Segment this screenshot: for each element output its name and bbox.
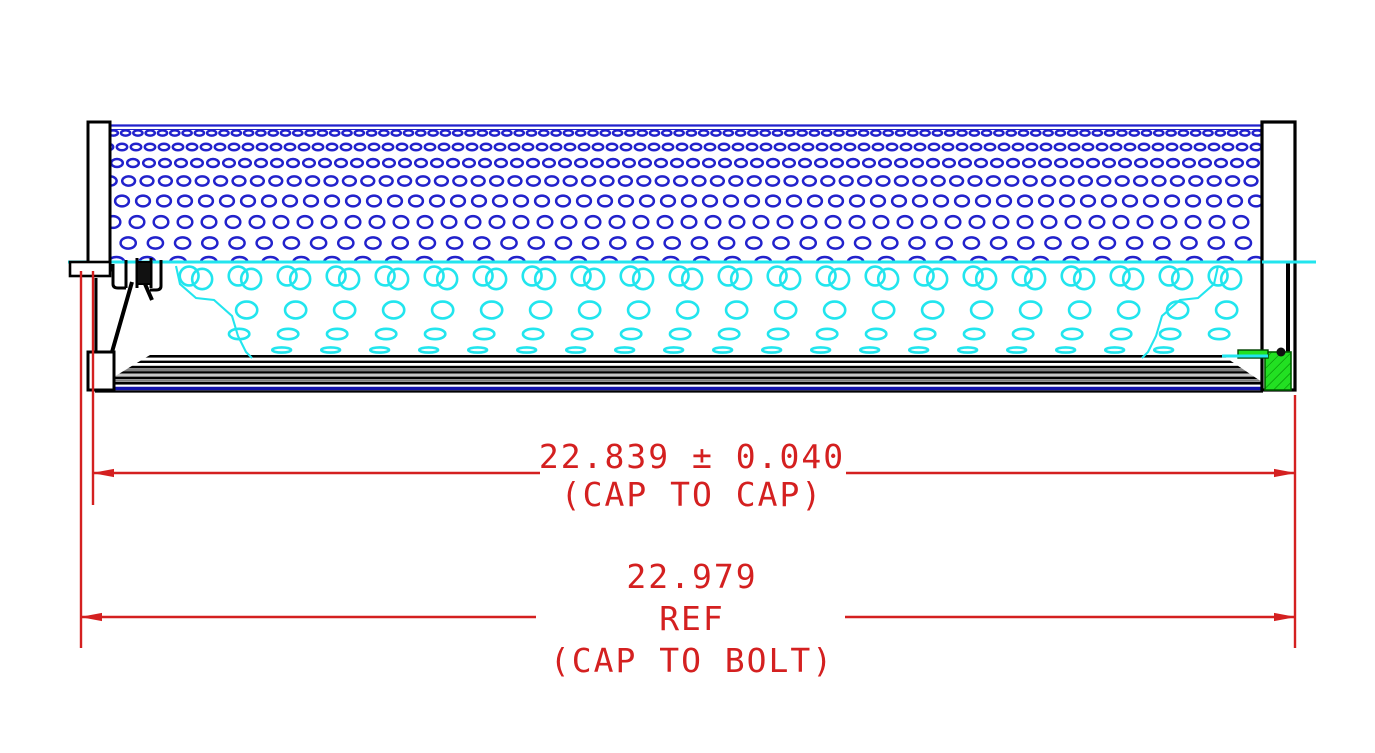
pleat-layer [112,358,1262,361]
dim2-value: 22.979 [626,557,757,596]
extension-lines [79,271,1297,648]
core-taper-outline [174,265,1220,359]
dimension-cap-to-cap: 22.839 ± 0.040 (CAP TO CAP) [92,437,1296,514]
end-cap-right [1260,120,1316,392]
gasket-seal [1237,347,1292,391]
pleat-layer [112,376,1262,379]
pleat-layer [112,355,1262,358]
dim1-note: (CAP TO CAP) [561,475,823,514]
pleat-layer [112,360,1262,363]
pleat-pack [95,355,1263,393]
dim1-value: 22.839 ± 0.040 [539,437,845,476]
outer-mesh-perforations [95,129,1262,263]
dim2-note: (CAP TO BOLT) [550,641,834,680]
dimension-annotations: 22.839 ± 0.040 (CAP TO CAP) 22.979 REF (… [79,271,1297,680]
pleat-layer [112,368,1262,371]
bolt-clip-assembly [111,258,163,301]
pleat-layer [112,363,1262,366]
pleat-lead-out [1222,355,1262,382]
pleat-lead-in [112,355,150,378]
inner-mesh-perforations [178,265,1243,354]
inner-perforated-core [178,265,1243,354]
outer-perforated-tube [95,124,1262,263]
dim2-ref-label: REF [659,599,725,638]
pleat-layer [112,371,1262,374]
pleat-layer [112,373,1262,377]
dimension-cap-to-bolt: 22.979 REF (CAP TO BOLT) [80,557,1296,680]
pleat-layer [112,379,1262,382]
pleat-layer [112,382,1262,385]
pleat-layer [112,365,1262,369]
pleat-layer [112,384,1262,388]
filter-element-assembly [68,120,1316,393]
